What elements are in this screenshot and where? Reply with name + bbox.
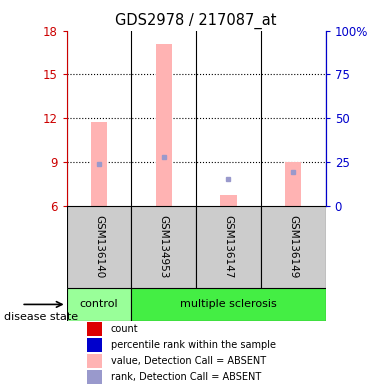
Text: GSM136149: GSM136149 — [288, 215, 298, 279]
Bar — [221, 195, 236, 205]
Bar — [87, 370, 101, 384]
Bar — [87, 354, 101, 368]
Text: percentile rank within the sample: percentile rank within the sample — [111, 340, 276, 350]
Text: GSM134953: GSM134953 — [159, 215, 169, 279]
Bar — [131, 288, 326, 321]
Bar — [285, 162, 301, 205]
Bar — [196, 205, 261, 288]
Text: GSM136140: GSM136140 — [94, 215, 104, 278]
Bar — [87, 323, 101, 336]
Bar — [67, 205, 131, 288]
Bar — [261, 205, 326, 288]
Text: count: count — [111, 324, 138, 334]
Bar — [156, 44, 172, 205]
Bar — [87, 338, 101, 352]
Text: rank, Detection Call = ABSENT: rank, Detection Call = ABSENT — [111, 372, 261, 382]
Bar — [67, 288, 131, 321]
Text: value, Detection Call = ABSENT: value, Detection Call = ABSENT — [111, 356, 266, 366]
Title: GDS2978 / 217087_at: GDS2978 / 217087_at — [115, 13, 277, 29]
Text: control: control — [80, 300, 118, 310]
Bar — [131, 205, 196, 288]
Text: disease state: disease state — [4, 312, 78, 322]
Bar — [91, 122, 107, 205]
Text: GSM136147: GSM136147 — [223, 215, 233, 279]
Text: multiple sclerosis: multiple sclerosis — [180, 300, 277, 310]
